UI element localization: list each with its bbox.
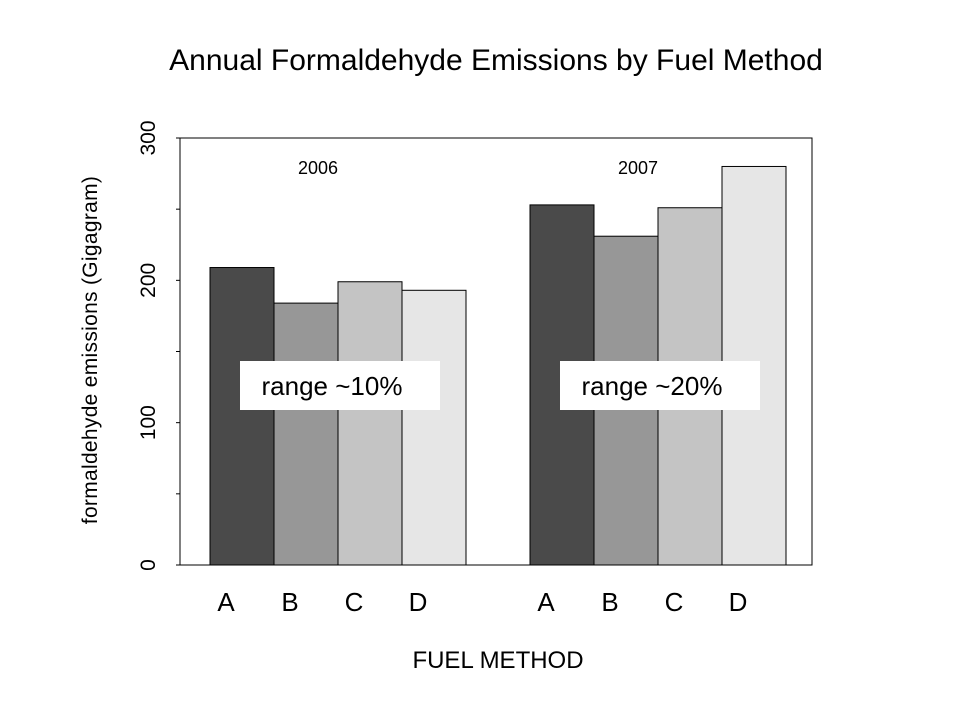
x-tick-label: B xyxy=(601,587,618,617)
annotation-2007: range ~20% xyxy=(582,371,723,401)
y-tick-label: 200 xyxy=(137,263,160,298)
x-tick-label: D xyxy=(729,587,748,617)
x-tick-label: C xyxy=(665,587,684,617)
x-tick-label: A xyxy=(217,587,235,617)
bar-2006-C xyxy=(337,281,403,566)
y-tick-label: 300 xyxy=(137,120,160,155)
bar-2006-B xyxy=(273,302,339,566)
chart-title: Annual Formaldehyde Emissions by Fuel Me… xyxy=(169,44,823,77)
group-label-2006: 2006 xyxy=(298,158,338,178)
x-tick-label: B xyxy=(281,587,298,617)
annotation-2006: range ~10% xyxy=(262,371,403,401)
x-tick-label: A xyxy=(537,587,555,617)
y-tick-label: 100 xyxy=(137,405,160,440)
x-tick-label: D xyxy=(409,587,428,617)
y-tick-label: 0 xyxy=(137,559,160,571)
annotation-box xyxy=(560,361,760,410)
bar-2006-D xyxy=(401,289,467,566)
y-axis: 0 100 200 300 xyxy=(137,120,181,571)
y-axis-label: formaldehyde emissions (Gigagram) xyxy=(79,176,102,524)
bar-2006-A xyxy=(209,267,275,566)
x-tick-label: C xyxy=(345,587,364,617)
annotations: 2006 range ~10% 2007 range ~20% xyxy=(240,158,760,410)
annotation-box xyxy=(240,361,440,410)
x-axis-label: FUEL METHOD xyxy=(412,647,583,674)
group-label-2007: 2007 xyxy=(618,158,658,178)
